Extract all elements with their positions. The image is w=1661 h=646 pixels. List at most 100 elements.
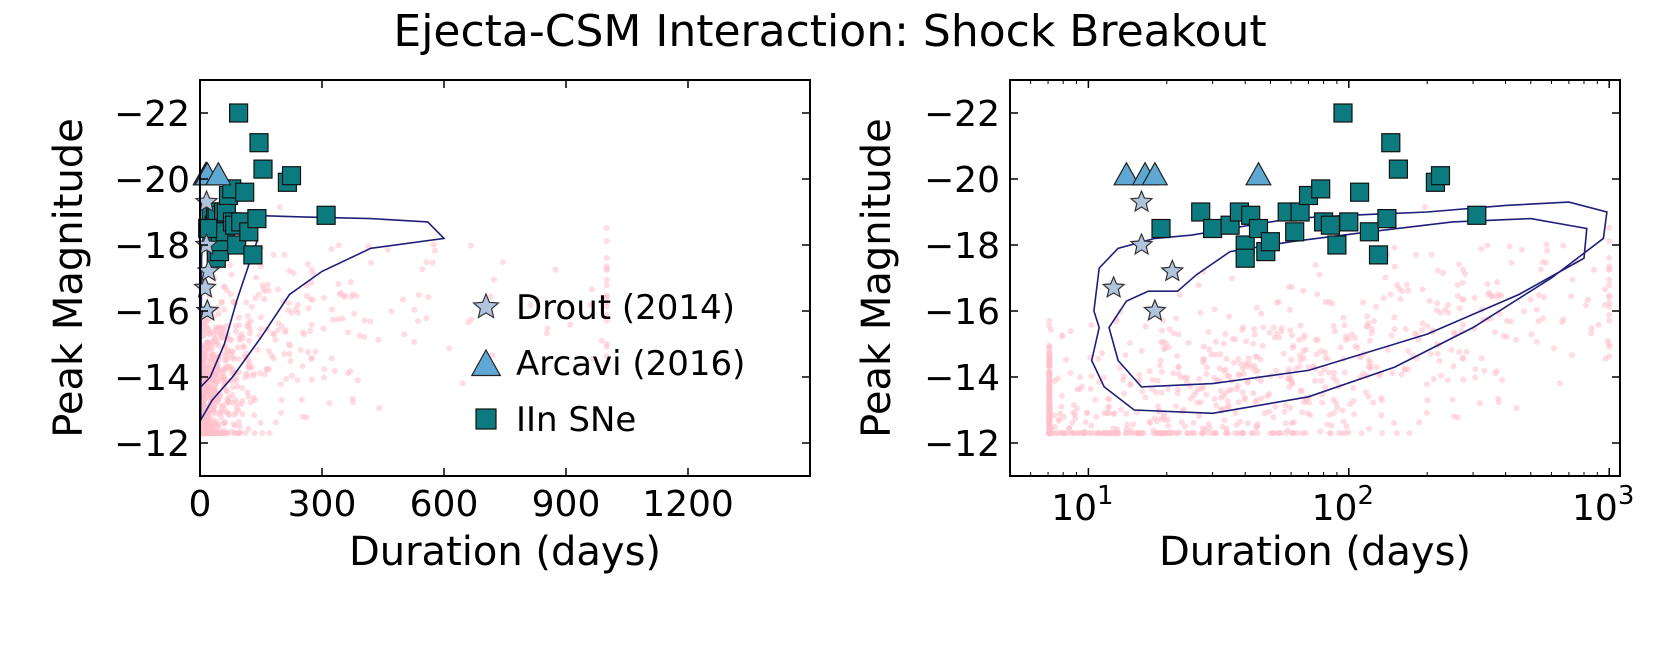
y-tick-label: −16 (114, 292, 190, 333)
density-point (544, 325, 551, 332)
density-point (1437, 309, 1444, 316)
density-point (1282, 420, 1289, 427)
density-point (1251, 326, 1258, 333)
density-point (214, 424, 221, 431)
left-axes-frame (199, 79, 811, 477)
density-point (281, 251, 288, 258)
density-point (1250, 390, 1257, 397)
density-point (1166, 344, 1172, 351)
density-point (299, 329, 306, 336)
y-tick-label: −18 (924, 226, 1000, 267)
density-point (1197, 399, 1204, 406)
density-point (1287, 404, 1294, 411)
density-point (1257, 378, 1264, 384)
density-point (1157, 357, 1164, 364)
density-point (1205, 421, 1212, 427)
density-point (1391, 420, 1398, 426)
y-tick-label: −12 (924, 424, 1000, 465)
density-point (304, 349, 311, 355)
density-point (1535, 318, 1542, 325)
density-point (1498, 292, 1505, 299)
density-point (1550, 345, 1557, 352)
density-point (1099, 350, 1106, 357)
density-point (1368, 330, 1375, 337)
density-point (1289, 344, 1296, 351)
density-point (243, 299, 250, 306)
density-point (307, 328, 314, 334)
density-point (266, 430, 273, 437)
density-point (1172, 403, 1179, 410)
density-point (1406, 430, 1413, 437)
density-point (1046, 399, 1053, 406)
density-point (1076, 386, 1083, 393)
density-point (339, 315, 346, 322)
density-point (1339, 407, 1346, 414)
density-point (1082, 419, 1089, 426)
density-point (1300, 287, 1307, 294)
density-point (213, 370, 220, 377)
density-point (1278, 328, 1285, 335)
density-point (1460, 321, 1466, 328)
density-point (229, 366, 236, 373)
density-point (1495, 399, 1502, 406)
arcavi-marker (1245, 161, 1272, 186)
density-point (1220, 367, 1227, 374)
density-point (1434, 267, 1441, 274)
density-point (429, 259, 436, 266)
density-point (259, 430, 266, 437)
density-point (1210, 430, 1217, 437)
density-point (1472, 366, 1479, 372)
density-point (1180, 406, 1187, 413)
left-panel: −22 −20 −18 −16 −14 −12 0 300 600 900 1200 Durati… (46, 79, 811, 575)
density-point (1450, 413, 1457, 420)
density-point (287, 358, 294, 364)
density-point (1130, 421, 1137, 428)
density-point (1602, 286, 1608, 293)
density-point (1158, 368, 1165, 375)
density-point (1384, 346, 1391, 353)
density-point (235, 314, 242, 321)
density-point (1591, 266, 1597, 273)
right-axes-frame (1009, 79, 1621, 477)
density-point (1161, 416, 1168, 423)
density-point (211, 336, 218, 343)
density-point (1405, 287, 1412, 294)
density-point (1059, 333, 1066, 340)
density-point (1297, 357, 1304, 364)
density-point (1121, 390, 1128, 397)
density-point (1222, 331, 1229, 337)
density-point (1330, 396, 1337, 403)
density-point (275, 286, 281, 293)
iin-marker (1285, 222, 1305, 242)
density-point (236, 430, 243, 437)
density-point (1286, 283, 1293, 290)
density-point (411, 338, 418, 345)
density-point (1182, 374, 1189, 381)
density-point (1244, 379, 1251, 386)
density-point (1382, 274, 1389, 281)
density-point (603, 353, 610, 360)
density-point (328, 245, 335, 252)
density-point (1289, 380, 1296, 387)
density-point (1606, 224, 1613, 231)
density-point (603, 343, 610, 350)
density-point (1231, 359, 1237, 366)
density-point (1176, 292, 1183, 299)
left-markers (192, 103, 336, 322)
density-point (254, 346, 261, 353)
density-point (1301, 399, 1307, 406)
density-point (1540, 315, 1546, 322)
density-point (326, 400, 333, 407)
density-point (1252, 368, 1259, 374)
density-point (1533, 338, 1540, 345)
density-point (446, 345, 453, 352)
density-point (1174, 353, 1180, 359)
density-point (268, 352, 275, 359)
density-point (224, 430, 231, 437)
density-point (242, 374, 248, 381)
density-point (215, 430, 222, 437)
density-point (1341, 369, 1348, 376)
density-point (1200, 343, 1207, 350)
density-point (1544, 247, 1551, 254)
density-point (234, 344, 241, 351)
